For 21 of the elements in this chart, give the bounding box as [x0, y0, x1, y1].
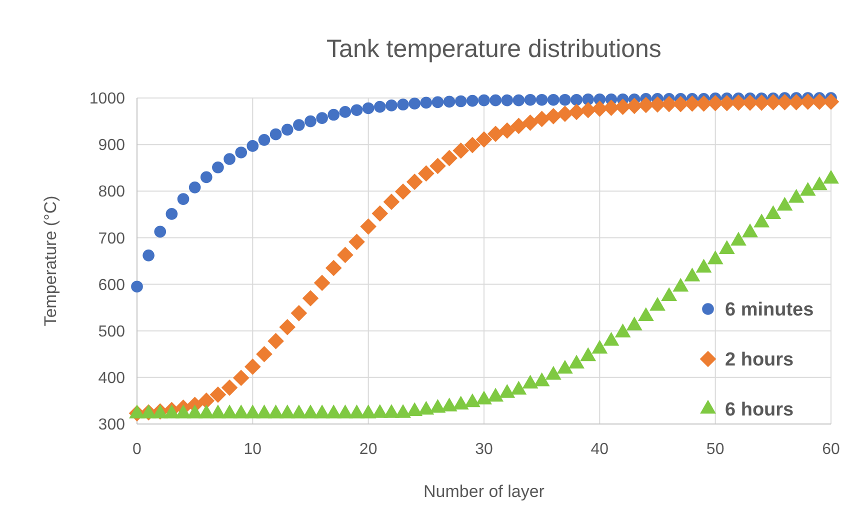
x-tick-label: 20	[359, 441, 378, 458]
legend-label: 6 minutes	[725, 300, 814, 321]
x-tick-label: 30	[475, 441, 493, 458]
chart-title: Tank temperature distributions	[326, 35, 662, 63]
y-tick-label: 600	[98, 276, 126, 294]
x-tick-label: 60	[822, 441, 840, 458]
y-tick-label: 500	[98, 323, 126, 340]
y-tick-label: 800	[98, 184, 126, 201]
y-tick-label: 700	[98, 230, 126, 248]
x-tick-label: 10	[244, 441, 262, 458]
y-tick-label: 400	[98, 370, 126, 388]
x-tick-label: 40	[590, 441, 609, 458]
legend-label: 2 hours	[725, 350, 794, 371]
y-tick-label: 300	[98, 416, 126, 434]
x-tick-label: 0	[132, 441, 142, 458]
y-tick-label: 1000	[89, 90, 126, 108]
y-tick-label: 900	[98, 137, 126, 154]
y-axis-title: Temperature (°C)	[41, 196, 60, 326]
legend-label: 6 hours	[725, 400, 794, 421]
x-tick-label: 50	[706, 441, 724, 458]
x-axis-title: Number of layer	[424, 482, 545, 501]
